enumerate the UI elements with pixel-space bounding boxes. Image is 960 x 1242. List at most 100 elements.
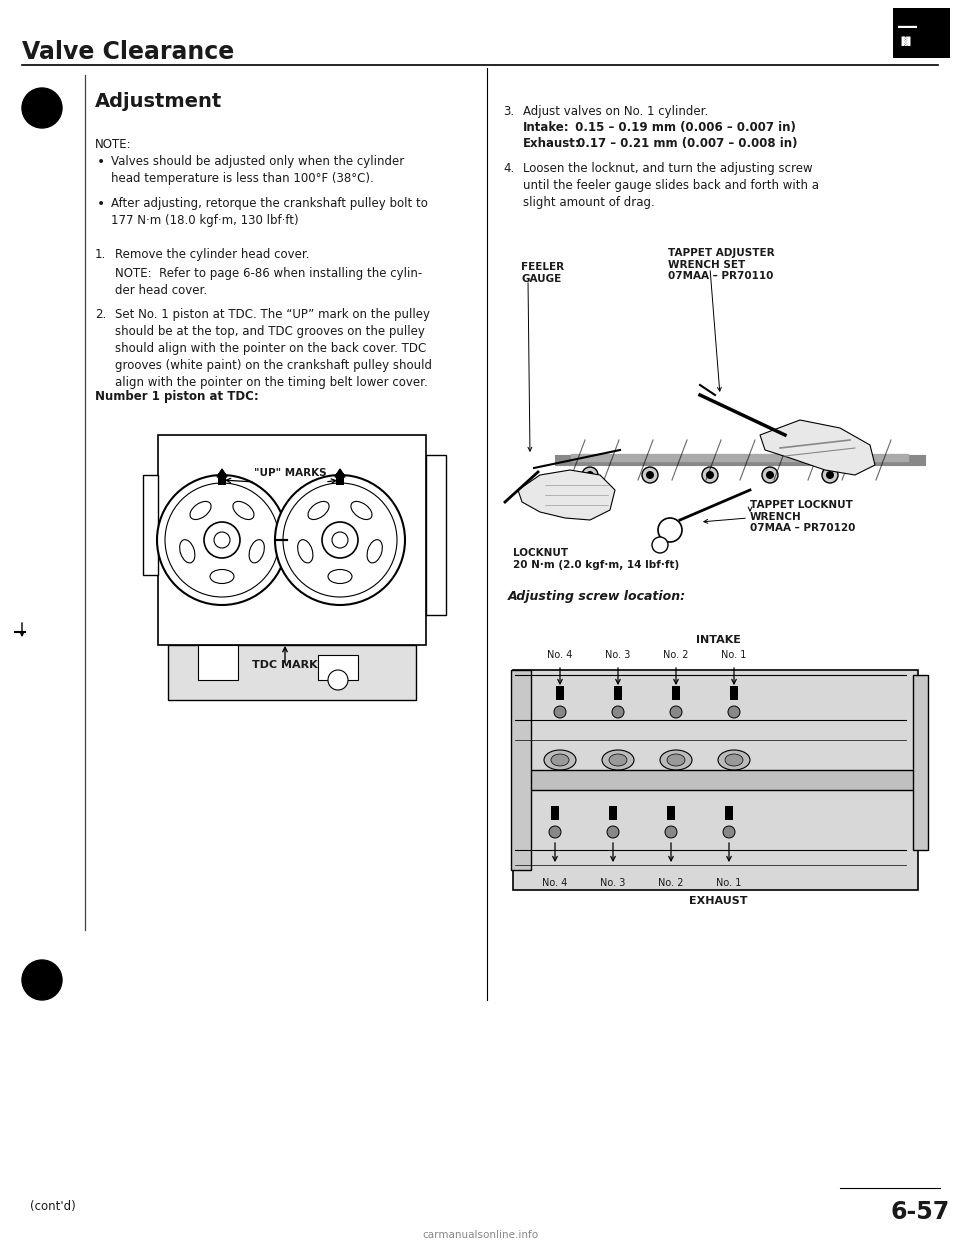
Ellipse shape [667,754,685,766]
Circle shape [328,669,348,691]
Bar [609,806,617,820]
Circle shape [702,467,718,483]
Bar [672,686,680,700]
Text: 2.: 2. [95,308,107,320]
Text: ▬▬▬▬: ▬▬▬▬ [898,22,918,31]
Bar [168,645,416,700]
Bar [318,655,358,681]
Ellipse shape [328,570,352,584]
Text: •: • [97,155,106,169]
Bar [725,806,733,820]
Text: No. 2: No. 2 [663,650,688,660]
Text: Adjustment: Adjustment [95,92,223,111]
Text: TAPPET ADJUSTER
WRENCH SET
07MAA – PR70110: TAPPET ADJUSTER WRENCH SET 07MAA – PR701… [668,248,775,281]
Circle shape [665,826,677,838]
Ellipse shape [298,540,313,563]
Text: No. 1: No. 1 [721,650,747,660]
Text: 3.: 3. [503,106,515,118]
Text: LOCKNUT
20 N·m (2.0 kgf·m, 14 lbf·ft): LOCKNUT 20 N·m (2.0 kgf·m, 14 lbf·ft) [513,548,680,570]
Ellipse shape [551,754,569,766]
Text: •: • [97,197,106,211]
Circle shape [706,471,714,479]
Text: Valves should be adjusted only when the cylinder
head temperature is less than 1: Valves should be adjusted only when the … [111,155,404,185]
Ellipse shape [660,750,692,770]
Circle shape [22,960,62,1000]
Circle shape [22,88,62,128]
Bar [198,645,238,681]
Ellipse shape [609,754,627,766]
Circle shape [549,826,561,838]
Text: ▐▓▌: ▐▓▌ [898,36,913,46]
Circle shape [586,471,594,479]
Text: No. 4: No. 4 [542,878,567,888]
Circle shape [670,705,682,718]
Polygon shape [335,469,345,477]
Bar [158,435,426,645]
Ellipse shape [367,540,382,563]
Ellipse shape [725,754,743,766]
Polygon shape [518,469,615,520]
Circle shape [275,474,405,605]
Bar [551,806,559,820]
Bar [511,669,531,869]
Ellipse shape [180,540,195,563]
Text: 0.15 – 0.19 mm (0.006 – 0.007 in): 0.15 – 0.19 mm (0.006 – 0.007 in) [567,120,796,134]
Bar [143,474,158,575]
Circle shape [322,522,358,558]
Text: TDC MARK: TDC MARK [252,660,318,669]
Ellipse shape [190,502,211,519]
Circle shape [204,522,240,558]
Text: Number 1 piston at TDC:: Number 1 piston at TDC: [95,390,259,402]
Bar [614,686,622,700]
Bar [336,473,344,484]
Text: Loosen the locknut, and turn the adjusting screw
until the feeler gauge slides b: Loosen the locknut, and turn the adjusti… [523,161,819,209]
Ellipse shape [602,750,634,770]
Ellipse shape [249,540,264,563]
Text: NOTE:: NOTE: [95,138,132,152]
Bar [513,669,918,891]
Text: NOTE:  Refer to page 6-86 when installing the cylin-
der head cover.: NOTE: Refer to page 6-86 when installing… [115,267,422,297]
Ellipse shape [233,502,254,519]
Text: No. 1: No. 1 [716,878,742,888]
Text: Set No. 1 piston at TDC. The “UP” mark on the pulley
should be at the top, and T: Set No. 1 piston at TDC. The “UP” mark o… [115,308,432,389]
Text: Adjust valves on No. 1 cylinder.: Adjust valves on No. 1 cylinder. [523,106,708,118]
Bar [913,674,928,850]
Bar [513,770,918,790]
Circle shape [762,467,778,483]
Circle shape [766,471,774,479]
Text: FEELER
GAUGE: FEELER GAUGE [521,262,564,283]
Text: INTAKE: INTAKE [696,635,740,645]
Text: EXHAUST: EXHAUST [688,895,747,905]
Bar [556,686,564,700]
Text: Remove the cylinder head cover.: Remove the cylinder head cover. [115,248,309,261]
Ellipse shape [351,502,372,519]
Circle shape [607,826,619,838]
Text: No. 2: No. 2 [659,878,684,888]
Text: Exhaust:: Exhaust: [523,137,581,150]
Text: No. 3: No. 3 [600,878,626,888]
Circle shape [826,471,834,479]
Circle shape [822,467,838,483]
Bar [893,7,950,58]
Text: Intake:: Intake: [523,120,569,134]
Circle shape [612,705,624,718]
Text: (cont'd): (cont'd) [30,1200,76,1213]
Circle shape [646,471,654,479]
Circle shape [728,705,740,718]
Bar [426,455,446,615]
Text: 0.17 – 0.21 mm (0.007 – 0.008 in): 0.17 – 0.21 mm (0.007 – 0.008 in) [573,137,798,150]
Circle shape [658,518,682,542]
Ellipse shape [718,750,750,770]
Text: After adjusting, retorque the crankshaft pulley bolt to
177 N·m (18.0 kgf·m, 130: After adjusting, retorque the crankshaft… [111,197,428,227]
Circle shape [554,705,566,718]
Text: No. 3: No. 3 [606,650,631,660]
Circle shape [652,537,668,553]
Text: Adjusting screw location:: Adjusting screw location: [508,590,686,604]
Text: 4.: 4. [503,161,515,175]
Text: No. 4: No. 4 [547,650,573,660]
Ellipse shape [544,750,576,770]
Text: TAPPET LOCKNUT
WRENCH
07MAA – PR70120: TAPPET LOCKNUT WRENCH 07MAA – PR70120 [750,501,855,533]
Circle shape [157,474,287,605]
Circle shape [582,467,598,483]
Text: 1.: 1. [95,248,107,261]
